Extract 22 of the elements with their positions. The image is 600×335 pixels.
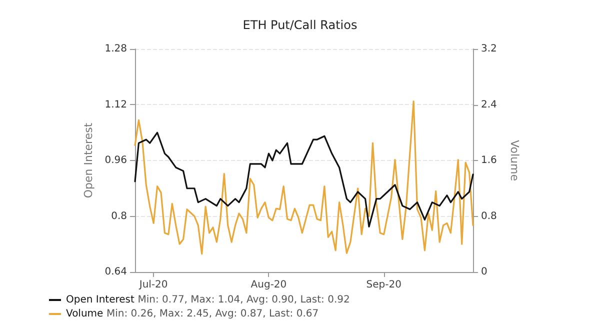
- line-series: [134, 100, 474, 255]
- y-axis-title: Open Interest: [82, 122, 95, 198]
- legend-label: Open Interest: [66, 294, 134, 306]
- y2-axis-title: Volume: [508, 140, 521, 182]
- x-tick-label: Aug-20: [250, 280, 287, 290]
- y-tick-label: 0.8: [111, 210, 127, 222]
- y2-tick-label: 0: [481, 266, 488, 278]
- x-tick-label: Jul-20: [138, 280, 168, 290]
- y2-tick-label: 3.2: [481, 44, 497, 54]
- y-tick-label: 1.12: [104, 99, 127, 110]
- x-tick-label: Sep-20: [366, 280, 402, 290]
- y-tick-label: 0.96: [104, 155, 127, 166]
- text: Min: 0.26, Max: 2.45, Avg: 0.87, Last: 0.67: [106, 308, 319, 320]
- text: Min: 0.77, Max: 1.04, Avg: 0.90, Last: 0.92: [138, 294, 350, 306]
- y2-tick-label: 0.8: [481, 210, 497, 222]
- y2-tick-label: 2.4: [481, 99, 497, 110]
- legend-label: Volume: [66, 308, 104, 320]
- chart-title: ETH Put/Call Ratios: [242, 18, 358, 32]
- y2-tick-label: 1.6: [481, 155, 497, 166]
- y-tick-label: 1.28: [104, 44, 127, 54]
- line-series: [134, 132, 474, 228]
- y-tick-label: 0.64: [104, 266, 127, 278]
